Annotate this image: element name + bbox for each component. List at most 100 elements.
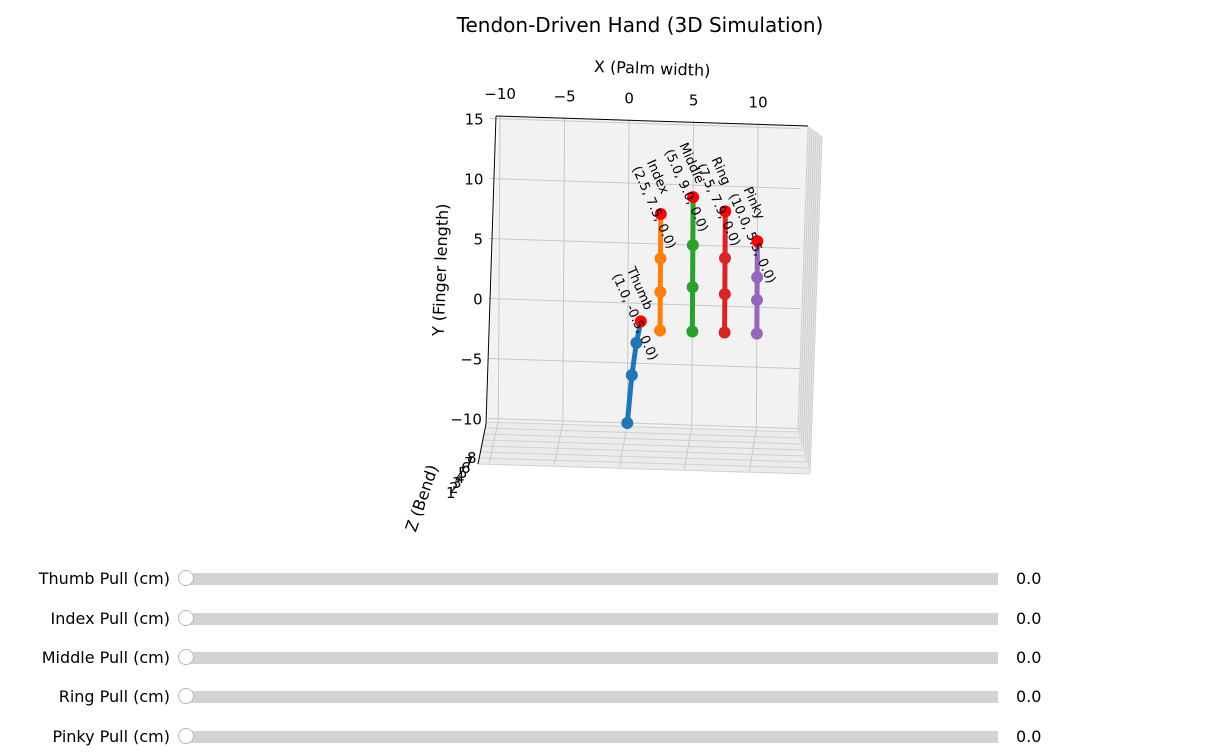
slider-row-middle: Middle Pull (cm) 0.0 (0, 646, 1207, 670)
grid-line-vertical (562, 116, 566, 423)
x-axis-label: X (Palm width) (594, 57, 711, 80)
grid-line-side (802, 130, 815, 451)
y-tick-label: −10 (450, 410, 482, 428)
y-tick-label: 10 (464, 170, 483, 188)
joint-point (621, 417, 634, 429)
fingertip-point (719, 205, 732, 218)
series-line-thumb (624, 318, 644, 426)
fingertip-point (687, 191, 700, 204)
pinky-pull-slider[interactable] (178, 728, 998, 744)
grid-line-depth (479, 457, 809, 469)
grid-line-horizontal (488, 357, 800, 370)
y-axis-label: Y (Finger length) (429, 203, 453, 337)
grid-line-side (804, 131, 817, 457)
joint-point (686, 281, 699, 294)
x-tick-label: 0 (624, 89, 634, 107)
index-pull-slider[interactable] (178, 610, 998, 626)
slider-row-ring: Ring Pull (cm) 0.0 (0, 685, 1207, 709)
grid-line-depth (483, 439, 804, 451)
grid-line-depth (485, 427, 800, 439)
grid-line-side (809, 135, 823, 475)
hand-3d-chart: Tendon-Driven Hand (3D Simulation) −10 −5… (401, 13, 824, 534)
slider-label: Thumb Pull (cm) (38, 569, 170, 588)
slider-row-pinky: Pinky Pull (cm) 0.0 (0, 725, 1207, 749)
joint-point (718, 326, 731, 339)
joint-point (630, 336, 643, 349)
x-tick-label: 10 (749, 94, 768, 112)
grid-line-floor (553, 422, 564, 465)
z-tick-label: 1 (446, 484, 456, 502)
back-pane (487, 116, 808, 432)
y-tick-label: 15 (465, 110, 484, 128)
joint-point (625, 369, 638, 382)
slider-label: Middle Pull (cm) (41, 648, 170, 667)
slider-handle[interactable] (178, 728, 194, 744)
slider-value: 0.0 (1016, 727, 1042, 746)
z-tick-label: 8 (467, 449, 477, 467)
y-axis-line (485, 115, 497, 425)
grid-line-horizontal (489, 177, 801, 190)
slider-label: Ring Pull (cm) (58, 687, 170, 706)
y-tick-label: 0 (473, 290, 483, 308)
series-line-index (657, 211, 664, 333)
slider-value: 0.0 (1016, 609, 1042, 628)
z-tick-label: 2 (449, 479, 459, 497)
finger-series (621, 191, 764, 429)
joint-point (750, 327, 763, 340)
z-tick-label: 5 (458, 464, 468, 482)
slider-row-thumb: Thumb Pull (cm) 0.0 (0, 567, 1207, 591)
fingertip-point (654, 208, 667, 221)
grid-line-horizontal (489, 237, 800, 250)
grid-line-depth (480, 451, 807, 463)
z-axis-line (477, 423, 487, 465)
joint-point (719, 252, 732, 265)
joint-point (718, 288, 731, 301)
x-tick-label: −5 (554, 87, 576, 105)
z-tick-label: 3 (452, 474, 462, 492)
x-tick-labels: −10 −5 0 5 10 (484, 85, 767, 111)
slider-handle[interactable] (178, 610, 194, 626)
grid-line-horizontal (487, 417, 799, 430)
grid-lines (477, 114, 823, 475)
slider-label: Index Pull (cm) (50, 609, 170, 628)
floor-pane (478, 422, 810, 474)
joint-point (654, 324, 667, 337)
grid-line-side (806, 133, 819, 463)
z-tick-label: 4 (455, 469, 465, 487)
chart-title: Tendon-Driven Hand (3D Simulation) (456, 13, 824, 37)
grid-line-depth (484, 433, 802, 445)
slider-handle[interactable] (178, 649, 194, 665)
slider-label: Pinky Pull (cm) (52, 727, 170, 746)
fingertip-point (634, 315, 647, 328)
slider-row-index: Index Pull (cm) 0.0 (0, 607, 1207, 631)
joint-point (686, 239, 699, 252)
slider-handle[interactable] (178, 570, 194, 586)
joint-point (751, 271, 764, 284)
y-tick-label: −5 (460, 350, 482, 368)
grid-line-depth (477, 463, 811, 475)
ring-pull-slider[interactable] (178, 688, 998, 704)
z-tick-label: 7 (464, 454, 474, 472)
joint-point (654, 286, 667, 299)
x-tick-label: 5 (689, 92, 699, 110)
z-tick-label: 6 (461, 459, 471, 477)
joint-point (654, 252, 667, 265)
series-line-ring (722, 208, 728, 336)
grid-line-side (799, 127, 811, 439)
slider-value: 0.0 (1016, 569, 1042, 588)
slider-handle[interactable] (178, 688, 194, 704)
y-tick-labels: 15 10 5 0 −5 −10 (450, 110, 483, 428)
joint-point (751, 294, 764, 306)
grid-line-depth (481, 445, 805, 457)
x-tick-label: −10 (484, 85, 516, 103)
y-tick-label: 5 (473, 230, 483, 248)
grid-line-depth (486, 421, 799, 433)
grid-line-floor (488, 420, 499, 463)
thumb-pull-slider[interactable] (178, 570, 998, 586)
series-line-pinky (754, 238, 760, 337)
middle-pull-slider[interactable] (178, 649, 998, 665)
slider-value: 0.0 (1016, 648, 1042, 667)
slider-value: 0.0 (1016, 687, 1042, 706)
grid-line-vertical (497, 114, 501, 421)
